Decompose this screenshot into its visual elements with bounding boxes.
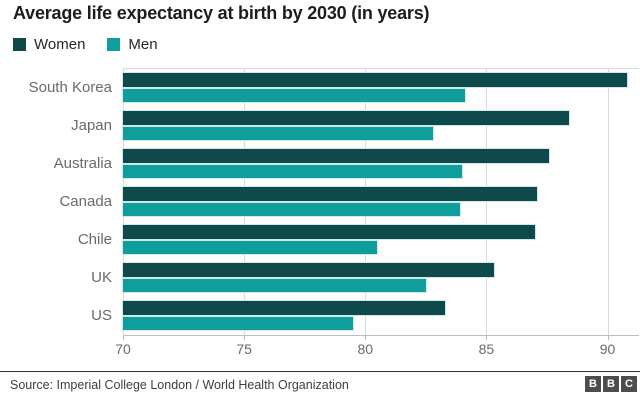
legend: Women Men — [13, 36, 158, 53]
x-tick-label-70: 70 — [115, 341, 131, 357]
bar-group-japan — [123, 107, 639, 145]
bar-men-japan — [123, 127, 434, 140]
gridline-80 — [365, 69, 367, 335]
bar-men-uk — [123, 279, 426, 292]
bbc-logo-block: B — [585, 376, 601, 392]
tick-mark-90 — [607, 335, 609, 340]
bar-group-canada — [123, 183, 639, 221]
bbc-logo: B B C — [585, 376, 637, 392]
tick-mark-75 — [244, 335, 246, 340]
bbc-logo-block: B — [603, 376, 619, 392]
bar-women-uk — [123, 263, 494, 277]
bar-women-australia — [123, 149, 550, 163]
footer-divider — [0, 371, 640, 372]
bar-women-us — [123, 301, 446, 315]
category-label-uk: UK — [91, 268, 112, 286]
bar-men-chile — [123, 241, 378, 254]
bar-rows — [123, 69, 639, 335]
bar-men-south-korea — [123, 89, 465, 102]
category-label-japan: Japan — [71, 116, 112, 134]
bar-women-canada — [123, 187, 538, 201]
bar-group-south-korea — [123, 69, 639, 107]
bar-group-us — [123, 297, 639, 335]
legend-label-women: Women — [34, 36, 86, 53]
women-color-swatch — [13, 38, 26, 51]
gridline-85 — [486, 69, 488, 335]
x-tick-label-80: 80 — [357, 341, 374, 357]
legend-label-men: Men — [128, 36, 158, 53]
x-tick-label-90: 90 — [599, 341, 616, 357]
bar-group-chile — [123, 221, 639, 259]
bar-women-chile — [123, 225, 535, 239]
bar-men-canada — [123, 203, 460, 216]
bar-group-uk — [123, 259, 639, 297]
legend-item-men: Men — [107, 36, 158, 53]
gridline-90 — [607, 69, 609, 335]
bar-group-australia — [123, 145, 639, 183]
gridline-70 — [123, 69, 124, 335]
tick-mark-70 — [123, 335, 124, 340]
category-labels: South Korea Japan Australia Canada Chile UK US — [0, 68, 112, 334]
bar-men-australia — [123, 165, 463, 178]
bar-women-japan — [123, 111, 569, 125]
plot-area: 70 75 80 85 90 — [115, 68, 639, 357]
category-label-us: US — [91, 306, 112, 324]
source-attribution: Source: Imperial College London / World … — [10, 378, 349, 392]
chart-title: Average life expectancy at birth by 2030… — [13, 3, 430, 23]
bbc-logo-block: C — [621, 376, 637, 392]
x-tick-label-85: 85 — [478, 341, 495, 357]
gridline-75 — [244, 69, 246, 335]
men-color-swatch — [107, 38, 121, 51]
category-label-canada: Canada — [59, 192, 112, 210]
bar-men-us — [123, 317, 354, 330]
tick-mark-85 — [486, 335, 488, 340]
bar-women-south-korea — [123, 73, 627, 87]
category-label-chile: Chile — [77, 230, 112, 248]
category-label-australia: Australia — [53, 154, 112, 172]
category-label-south-korea: South Korea — [28, 78, 112, 96]
tick-mark-80 — [365, 335, 367, 340]
legend-item-women: Women — [13, 36, 85, 53]
x-tick-label-75: 75 — [236, 341, 252, 357]
